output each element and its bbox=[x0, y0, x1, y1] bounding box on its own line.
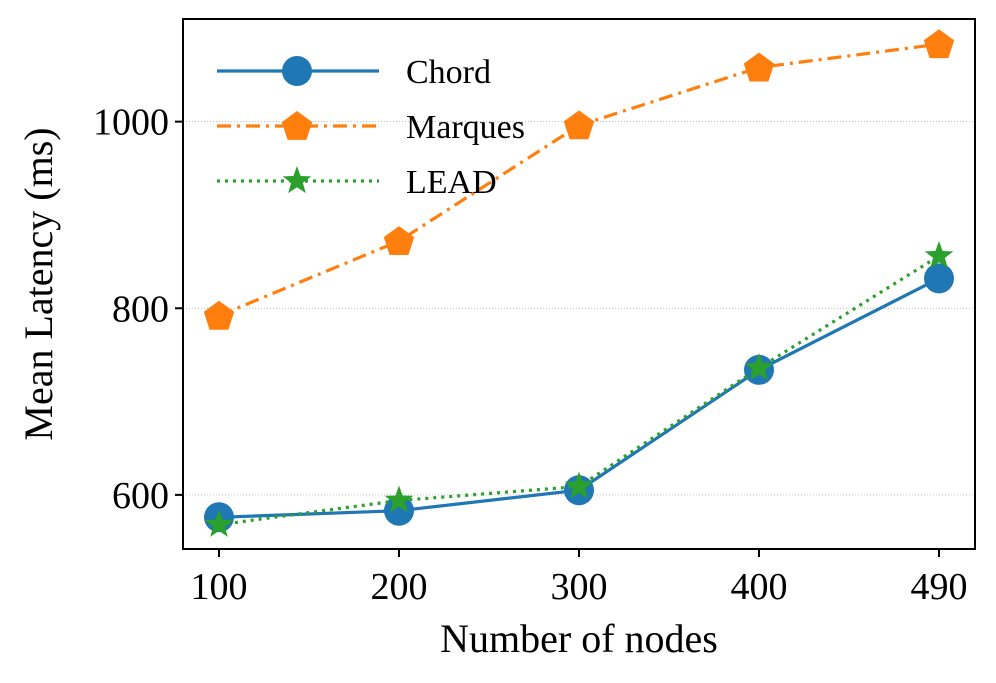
x-axis-title: Number of nodes bbox=[440, 616, 718, 661]
x-tick-label: 300 bbox=[551, 566, 608, 608]
data-point-lead bbox=[744, 353, 774, 381]
y-tick-label: 1000 bbox=[93, 102, 169, 144]
x-tick-label: 490 bbox=[911, 566, 968, 608]
legend: Chord Marques LEAD bbox=[217, 54, 525, 201]
legend-marker-marques bbox=[281, 111, 313, 140]
legend-label-marques: Marques bbox=[406, 109, 525, 146]
series-marques bbox=[203, 29, 955, 330]
series-lead bbox=[204, 241, 954, 537]
x-tick-label: 100 bbox=[191, 566, 248, 608]
data-point-lead bbox=[564, 471, 594, 499]
data-point-lead bbox=[204, 509, 234, 537]
x-tick-label: 200 bbox=[371, 566, 428, 608]
data-point-marques bbox=[743, 52, 775, 82]
y-tick-label: 600 bbox=[112, 475, 169, 517]
data-point-marques bbox=[923, 29, 955, 59]
data-point-chord bbox=[924, 263, 954, 294]
y-axis-title: Mean Latency (ms) bbox=[16, 127, 61, 440]
legend-label-lead: LEAD bbox=[406, 164, 497, 201]
legend-item-lead: LEAD bbox=[217, 164, 497, 201]
legend-label-chord: Chord bbox=[406, 54, 491, 91]
data-point-lead bbox=[924, 241, 954, 269]
series-layer bbox=[203, 29, 955, 537]
legend-marker-chord bbox=[282, 56, 312, 86]
plot-frame bbox=[182, 18, 976, 550]
data-point-marques bbox=[383, 226, 415, 255]
legend-marker-lead bbox=[282, 166, 312, 194]
legend-item-marques: Marques bbox=[217, 109, 525, 146]
data-point-marques bbox=[203, 300, 235, 330]
y-tick-label: 800 bbox=[112, 288, 169, 330]
data-point-chord bbox=[384, 495, 414, 526]
data-point-lead bbox=[384, 485, 414, 513]
legend-item-chord: Chord bbox=[217, 54, 491, 91]
series-line-marques bbox=[218, 42, 940, 318]
data-point-marques bbox=[563, 110, 595, 140]
axis-ticks: 600 800 1000 100 200 300 400 490 bbox=[93, 102, 968, 608]
x-tick-label: 400 bbox=[731, 566, 788, 608]
